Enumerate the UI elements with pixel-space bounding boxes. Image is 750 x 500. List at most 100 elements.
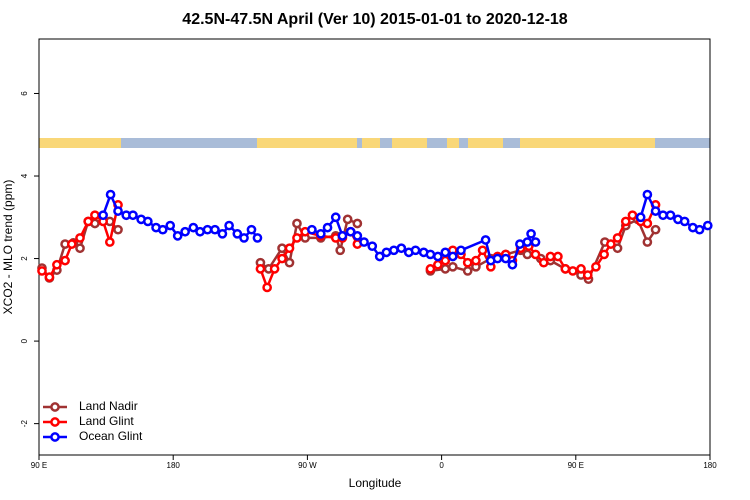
data-point: [538, 257, 549, 268]
y-tick-label: 0: [20, 338, 29, 343]
data-point: [284, 257, 295, 268]
data-point: [224, 220, 234, 231]
data-point: [650, 224, 661, 235]
data-point: [269, 264, 280, 274]
data-point: [252, 233, 263, 243]
data-point: [612, 243, 623, 254]
data-point: [75, 243, 85, 254]
y-tick-label: 6: [20, 91, 29, 96]
data-point: [642, 218, 653, 229]
data-point: [462, 257, 473, 268]
data-point: [620, 216, 631, 227]
data-point: [246, 224, 257, 235]
data-point: [239, 233, 249, 243]
data-point: [37, 266, 47, 276]
data-point: [642, 237, 653, 247]
data-point: [188, 222, 199, 233]
data-point: [471, 255, 481, 266]
x-tick-label: 90 W: [298, 461, 317, 470]
data-point: [635, 212, 646, 223]
data-point: [44, 272, 55, 282]
data-point: [98, 210, 108, 221]
data-point: [292, 218, 302, 229]
data-point: [433, 259, 443, 270]
data-point: [113, 206, 123, 216]
data-point: [576, 264, 586, 274]
data-point: [605, 239, 616, 249]
data-point: [480, 235, 491, 245]
data-point: [425, 264, 436, 274]
data-point: [277, 253, 287, 264]
data-point: [553, 251, 563, 262]
data-point: [307, 224, 317, 235]
data-point: [447, 261, 458, 272]
data-point: [345, 226, 356, 237]
data-point: [507, 259, 518, 270]
x-tick-label: 180: [703, 461, 717, 470]
data-point: [530, 237, 541, 247]
data-point: [650, 206, 661, 216]
legend-marker: [50, 432, 60, 442]
data-point: [374, 251, 385, 262]
y-tick-label: 2: [20, 256, 29, 261]
data-point: [292, 233, 302, 243]
data-point: [410, 245, 421, 256]
data-point: [315, 228, 326, 239]
data-point: [447, 251, 458, 262]
data-point: [284, 243, 295, 254]
data-point: [658, 210, 668, 221]
data-point: [462, 266, 473, 276]
data-point: [202, 224, 213, 235]
legend-marker: [50, 402, 60, 412]
x-tick-label: 90 E: [31, 461, 47, 470]
data-point: [599, 249, 609, 260]
data-point: [352, 218, 363, 229]
data-point: [104, 237, 115, 247]
data-point: [381, 247, 392, 258]
legend-label: Land Glint: [79, 414, 134, 428]
data-point: [210, 224, 220, 235]
data-point: [456, 245, 466, 256]
data-point: [255, 264, 266, 274]
legend-marker: [50, 417, 60, 427]
data-point: [165, 220, 176, 231]
data-point: [702, 220, 713, 231]
x-tick-label: 90 E: [568, 461, 584, 470]
data-point: [582, 270, 593, 280]
data-point: [694, 224, 705, 235]
data-point: [560, 264, 571, 274]
data-point: [83, 216, 94, 227]
data-point: [195, 226, 205, 237]
data-point: [367, 241, 378, 252]
data-point: [515, 239, 525, 249]
data-point: [277, 243, 287, 254]
data-point: [665, 210, 676, 221]
legend-label: Ocean Glint: [79, 429, 143, 443]
legend-label: Land Nadir: [79, 399, 138, 413]
data-point: [440, 247, 451, 258]
x-tick-label: 180: [167, 461, 181, 470]
data-point: [522, 237, 533, 247]
data-point: [612, 233, 623, 243]
data-point: [66, 239, 77, 249]
data-point: [530, 249, 541, 260]
data-point: [425, 249, 436, 260]
data-point: [389, 245, 399, 256]
data-point: [337, 231, 348, 241]
y-tick-label: 4: [20, 173, 29, 178]
data-point: [52, 259, 62, 270]
data-point: [90, 210, 100, 221]
data-point: [477, 245, 488, 256]
data-point: [262, 282, 272, 293]
data-point: [396, 243, 407, 254]
data-point: [440, 255, 451, 266]
x-axis-label: Longitude: [349, 476, 402, 490]
data-point: [567, 266, 578, 276]
data-point: [526, 228, 536, 239]
data-point: [545, 251, 556, 262]
data-point: [217, 228, 228, 239]
y-axis-label: XCO2 - MLO trend (ppm): [1, 180, 15, 315]
data-point: [492, 253, 503, 264]
data-point: [433, 251, 443, 262]
